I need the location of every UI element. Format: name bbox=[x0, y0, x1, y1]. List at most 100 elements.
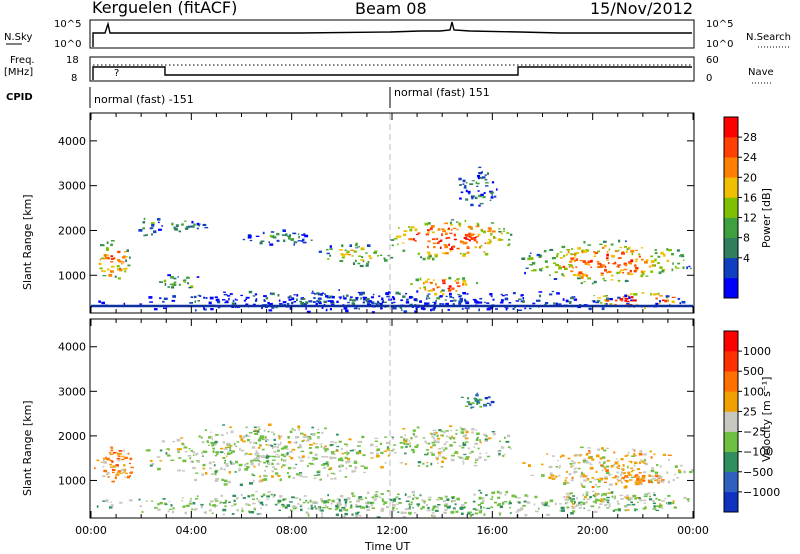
data-cell bbox=[375, 445, 378, 448]
data-cell bbox=[261, 504, 264, 506]
data-cell bbox=[129, 462, 131, 465]
data-cell bbox=[365, 501, 368, 505]
nsky-tick-bottom-left: 10^0 bbox=[54, 39, 81, 50]
data-cell bbox=[630, 250, 635, 253]
data-cell bbox=[279, 478, 282, 480]
data-cell bbox=[538, 256, 541, 258]
data-cell bbox=[519, 508, 524, 511]
data-cell bbox=[302, 238, 305, 242]
data-cell bbox=[258, 428, 261, 430]
data-cell bbox=[192, 454, 195, 456]
data-cell bbox=[604, 244, 607, 248]
data-cell bbox=[430, 433, 435, 435]
data-cell bbox=[478, 489, 481, 492]
data-cell bbox=[563, 267, 568, 270]
data-cell bbox=[409, 228, 413, 232]
data-cell bbox=[631, 448, 636, 451]
data-cell bbox=[465, 301, 470, 305]
data-cell bbox=[438, 455, 442, 457]
data-cell bbox=[661, 269, 665, 273]
data-cell bbox=[663, 253, 666, 256]
data-cell bbox=[397, 235, 402, 238]
data-cell bbox=[163, 307, 167, 309]
data-cell bbox=[370, 443, 374, 447]
data-cell bbox=[570, 492, 573, 494]
data-cell bbox=[518, 309, 522, 311]
data-cell bbox=[544, 304, 547, 306]
nsky-tick-top-right: 10^5 bbox=[706, 19, 733, 30]
data-cell bbox=[288, 236, 291, 240]
data-cell bbox=[635, 249, 638, 251]
data-cell bbox=[159, 460, 163, 462]
data-cell bbox=[302, 241, 307, 244]
data-cell bbox=[627, 473, 631, 476]
data-cell bbox=[473, 464, 478, 467]
data-cell bbox=[266, 495, 270, 498]
data-cell bbox=[478, 511, 482, 514]
data-cell bbox=[305, 307, 307, 310]
data-cell bbox=[371, 496, 375, 499]
data-cell bbox=[251, 494, 255, 497]
data-cell bbox=[427, 442, 431, 445]
data-cell bbox=[117, 259, 121, 262]
data-cell bbox=[491, 431, 496, 433]
data-cell bbox=[665, 502, 668, 504]
data-cell bbox=[565, 477, 568, 479]
data-cell bbox=[448, 289, 452, 292]
data-cell bbox=[605, 469, 609, 472]
data-cell bbox=[244, 468, 249, 471]
data-cell bbox=[529, 264, 533, 266]
data-cell bbox=[536, 299, 540, 302]
data-cell bbox=[573, 254, 576, 256]
data-cell bbox=[447, 227, 450, 230]
data-cell bbox=[112, 452, 117, 454]
data-cell bbox=[374, 250, 378, 252]
data-cell bbox=[568, 301, 572, 303]
data-cell bbox=[121, 455, 124, 458]
data-cell bbox=[490, 295, 493, 298]
data-cell bbox=[300, 301, 305, 304]
data-cell bbox=[621, 482, 623, 484]
data-cell bbox=[652, 508, 657, 510]
data-cell bbox=[657, 477, 660, 480]
data-cell bbox=[315, 443, 318, 445]
data-cell bbox=[440, 239, 443, 242]
data-cell bbox=[577, 277, 581, 280]
data-cell bbox=[463, 237, 468, 239]
data-cell bbox=[624, 505, 627, 507]
data-cell bbox=[128, 256, 131, 259]
data-cell bbox=[366, 244, 371, 247]
data-cell bbox=[259, 501, 264, 505]
colorbar-swatch bbox=[724, 237, 738, 259]
data-cell bbox=[253, 441, 255, 445]
data-cell bbox=[363, 297, 366, 301]
data-cell bbox=[476, 401, 481, 404]
data-cell bbox=[382, 503, 385, 505]
data-cell bbox=[462, 280, 467, 283]
data-cell bbox=[287, 467, 292, 470]
data-cell bbox=[282, 498, 287, 501]
data-cell bbox=[151, 462, 155, 465]
data-cell bbox=[463, 186, 467, 189]
data-cell bbox=[168, 500, 171, 503]
data-cell bbox=[215, 298, 220, 302]
data-cell bbox=[592, 500, 597, 503]
data-cell bbox=[167, 274, 171, 277]
data-cell bbox=[229, 452, 233, 455]
data-cell bbox=[459, 240, 463, 244]
data-cell bbox=[594, 492, 597, 495]
data-cell bbox=[580, 446, 584, 449]
data-cell bbox=[655, 509, 659, 512]
data-cell bbox=[676, 476, 680, 479]
data-cell bbox=[481, 230, 485, 233]
data-cell bbox=[400, 436, 403, 438]
data-cell bbox=[617, 460, 620, 462]
data-cell bbox=[345, 460, 349, 464]
data-cell bbox=[124, 476, 128, 478]
data-cell bbox=[256, 452, 260, 455]
data-cell bbox=[241, 507, 244, 509]
data-cell bbox=[476, 402, 479, 405]
data-cell bbox=[465, 430, 469, 434]
data-cell bbox=[271, 292, 275, 296]
